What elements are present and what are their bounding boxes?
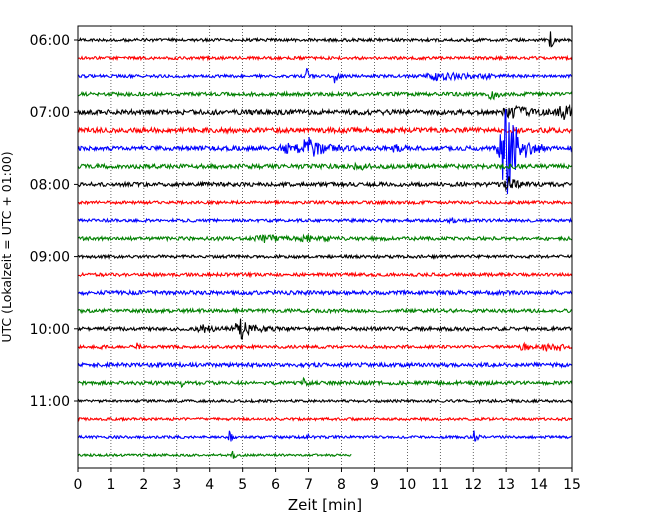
trace-row-0700 bbox=[78, 103, 572, 121]
y-tick-label: 07:00 bbox=[30, 105, 70, 121]
x-tick-label: 11 bbox=[431, 477, 449, 493]
plot-frame bbox=[77, 25, 573, 469]
trace-row-0815 bbox=[78, 199, 572, 206]
y-axis-label: UTC (Lokalzeit = UTC + 01:00) bbox=[0, 151, 14, 342]
trace-row-0930 bbox=[78, 288, 572, 297]
trace-row-1000 bbox=[78, 318, 572, 341]
y-tick-label: 06:00 bbox=[30, 33, 70, 49]
trace-row-0730 bbox=[78, 108, 572, 195]
trace-row-1015 bbox=[78, 341, 572, 352]
trace-row-0945 bbox=[78, 306, 572, 315]
x-axis-ticks: 0 1 2 3 4 5 6 7 8 9 10 11 12 13 14 15 bbox=[74, 468, 581, 493]
x-tick-label: 12 bbox=[464, 477, 482, 493]
x-tick-label: 6 bbox=[271, 477, 280, 493]
x-axis-label: Zeit [min] bbox=[288, 496, 362, 514]
x-tick-label: 14 bbox=[530, 477, 548, 493]
x-tick-label: 5 bbox=[238, 477, 247, 493]
seismogram-traces bbox=[78, 31, 572, 459]
x-tick-label: 3 bbox=[172, 477, 181, 493]
trace-row-1100 bbox=[78, 397, 572, 405]
trace-row-0900 bbox=[78, 253, 572, 261]
trace-row-0845 bbox=[78, 233, 572, 244]
trace-row-0615 bbox=[78, 54, 572, 62]
x-tick-label: 8 bbox=[337, 477, 346, 493]
x-tick-label: 7 bbox=[304, 477, 313, 493]
trace-row-1130 bbox=[78, 430, 572, 442]
y-tick-label: 10:00 bbox=[30, 322, 70, 338]
trace-row-1145 bbox=[78, 450, 352, 459]
trace-row-0630 bbox=[78, 67, 572, 84]
trace-row-0600 bbox=[78, 31, 572, 48]
trace-row-0715 bbox=[78, 125, 572, 135]
y-axis-ticks: 06:00 07:00 08:00 09:00 10:00 11:00 bbox=[30, 33, 78, 410]
y-tick-label: 08:00 bbox=[30, 177, 70, 193]
trace-row-0745 bbox=[78, 161, 572, 171]
x-tick-label: 13 bbox=[497, 477, 515, 493]
x-tick-label: 1 bbox=[106, 477, 115, 493]
trace-row-1115 bbox=[78, 416, 572, 422]
x-tick-label: 9 bbox=[370, 477, 379, 493]
trace-row-0800 bbox=[78, 176, 572, 192]
y-tick-label: 11:00 bbox=[30, 394, 70, 410]
x-tick-label: 0 bbox=[74, 477, 83, 493]
x-tick-label: 4 bbox=[205, 477, 214, 493]
trace-row-0645 bbox=[78, 90, 572, 101]
trace-row-0830 bbox=[78, 217, 572, 225]
x-tick-label: 2 bbox=[139, 477, 148, 493]
trace-row-1045 bbox=[78, 376, 572, 389]
trace-row-1030 bbox=[78, 360, 572, 369]
trace-row-0915 bbox=[78, 270, 572, 279]
x-tick-label: 10 bbox=[398, 477, 416, 493]
x-tick-label: 15 bbox=[563, 477, 581, 493]
y-tick-label: 09:00 bbox=[30, 250, 70, 266]
